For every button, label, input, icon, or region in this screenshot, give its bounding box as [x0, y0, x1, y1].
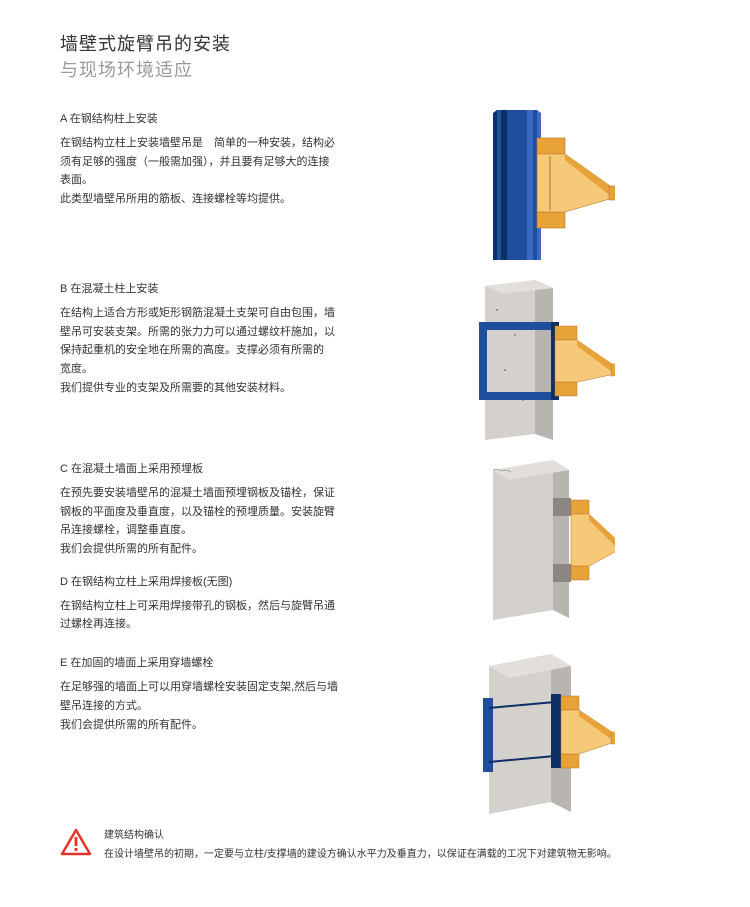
title-main: 墙壁式旋臂吊的安装: [60, 30, 690, 56]
section-e-illustration: [340, 654, 690, 814]
steel-column-crane-icon: [415, 110, 615, 260]
wall-through-bolt-crane-icon: [415, 654, 615, 814]
concrete-column-crane-icon: [415, 280, 615, 440]
section-d-body: 在钢结构立柱上可采用焊接带孔的钢板，然后与旋臂吊通过螺栓再连接。: [60, 597, 340, 634]
title-sub: 与现场环境适应: [60, 56, 690, 82]
section-e: E 在加固的墙面上采用穿墙螺栓 在足够强的墙面上可以用穿墙螺栓安装固定支架,然后…: [60, 654, 690, 814]
warning-triangle-icon: [60, 828, 92, 856]
section-cd-text: C 在混凝土墙面上采用预埋板 在预先要安装墙壁吊的混凝土墙面预埋钢板及锚栓，保证…: [60, 460, 340, 634]
section-b-body: 在结构上适合方形或矩形钢筋混凝土支架可自由包围，墙壁吊可安装支架。所需的张力力可…: [60, 304, 340, 397]
section-b-illustration: [340, 280, 690, 440]
section-a-illustration: [340, 110, 690, 260]
section-b-heading: B 在混凝土柱上安装: [60, 280, 340, 296]
section-c-illustration: [340, 460, 690, 620]
warning-text: 建筑结构确认 在设计墙壁吊的初期，一定要与立柱/支撑墙的建设方确认水平力及垂直力…: [104, 828, 617, 863]
warning-body: 在设计墙壁吊的初期，一定要与立柱/支撑墙的建设方确认水平力及垂直力，以保证在满载…: [104, 847, 617, 863]
concrete-wall-embed-crane-icon: [415, 460, 615, 620]
page-title: 墙壁式旋臂吊的安装 与现场环境适应: [60, 30, 690, 82]
section-a-body: 在钢结构立柱上安装墙壁吊是 简单的一种安装，结构必须有足够的强度（一般需加强），…: [60, 134, 340, 209]
section-e-heading: E 在加固的墙面上采用穿墙螺栓: [60, 654, 340, 670]
section-b-text: B 在混凝土柱上安装 在结构上适合方形或矩形钢筋混凝土支架可自由包围，墙壁吊可安…: [60, 280, 340, 397]
section-cd: C 在混凝土墙面上采用预埋板 在预先要安装墙壁吊的混凝土墙面预埋钢板及锚栓，保证…: [60, 460, 690, 634]
section-a-text: A 在钢结构柱上安装 在钢结构立柱上安装墙壁吊是 简单的一种安装，结构必须有足够…: [60, 110, 340, 209]
section-b: B 在混凝土柱上安装 在结构上适合方形或矩形钢筋混凝土支架可自由包围，墙壁吊可安…: [60, 280, 690, 440]
section-e-text: E 在加固的墙面上采用穿墙螺栓 在足够强的墙面上可以用穿墙螺栓安装固定支架,然后…: [60, 654, 340, 734]
section-a: A 在钢结构柱上安装 在钢结构立柱上安装墙壁吊是 简单的一种安装，结构必须有足够…: [60, 110, 690, 260]
section-e-body: 在足够强的墙面上可以用穿墙螺栓安装固定支架,然后与墙壁吊连接的方式。我们会提供所…: [60, 678, 340, 734]
section-c-body: 在预先要安装墙壁吊的混凝土墙面预埋钢板及锚栓，保证钢板的平面度及垂直度，以及锚栓…: [60, 484, 340, 559]
warning-heading: 建筑结构确认: [104, 828, 617, 844]
warning-row: 建筑结构确认 在设计墙壁吊的初期，一定要与立柱/支撑墙的建设方确认水平力及垂直力…: [60, 828, 690, 863]
section-a-heading: A 在钢结构柱上安装: [60, 110, 340, 126]
section-c-heading: C 在混凝土墙面上采用预埋板: [60, 460, 340, 476]
section-d-heading: D 在钢结构立柱上采用焊接板(无图): [60, 573, 340, 589]
